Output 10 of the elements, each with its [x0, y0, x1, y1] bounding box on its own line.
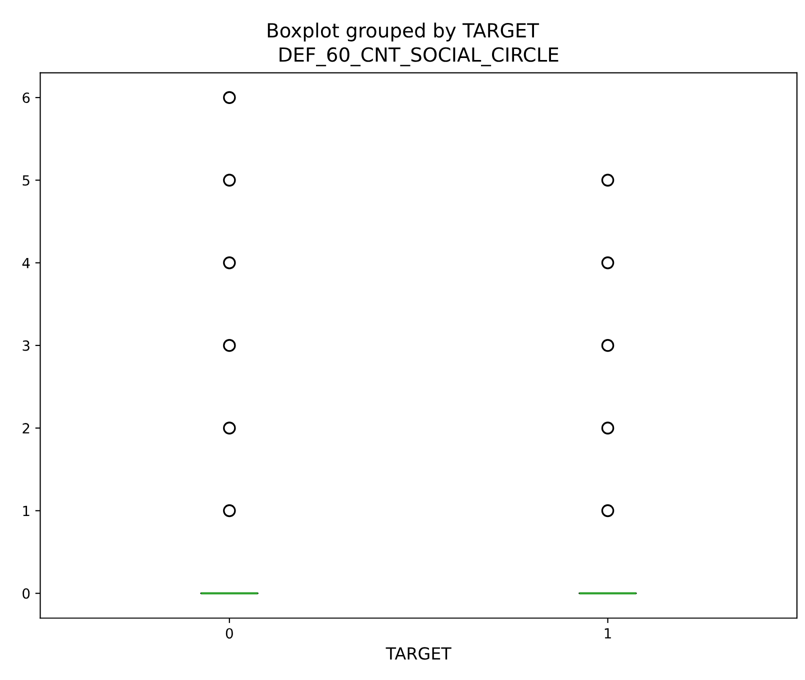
y-tick-label: 1	[23, 506, 30, 516]
y-tick-label: 6	[22, 92, 30, 104]
chart-title: Boxplot grouped by TARGET	[268, 22, 540, 42]
y-tick-label: 3	[22, 340, 30, 351]
y-tick-label: 2	[22, 423, 30, 434]
x-axis-title: TARGET	[386, 647, 452, 660]
y-tick-label: 0	[22, 588, 30, 599]
y-tick-label: 5	[22, 175, 30, 186]
y-tick-label: 4	[22, 258, 30, 268]
chart-subtitle: DEF_60_CNT_SOCIAL_CIRCLE	[280, 47, 558, 66]
